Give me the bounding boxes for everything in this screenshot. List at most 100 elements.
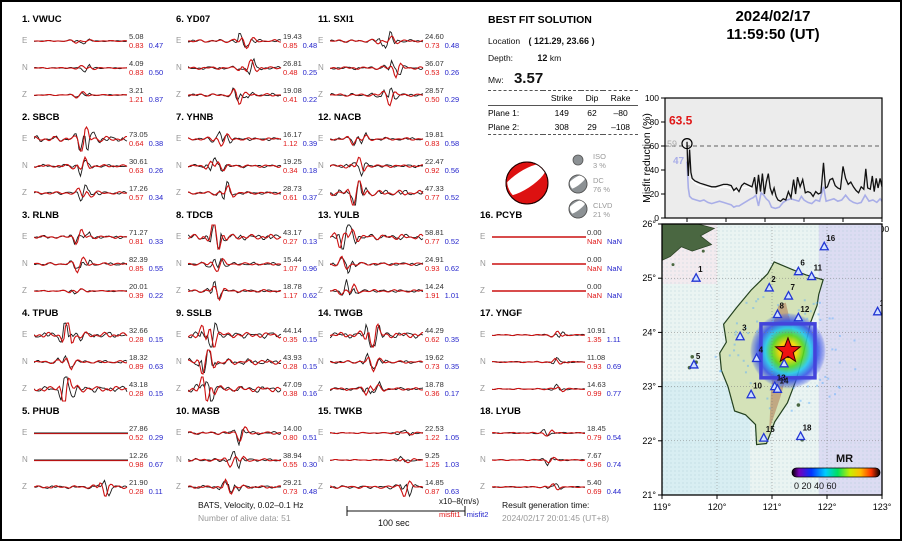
map-y-tick: 21° [642, 490, 656, 500]
station-block: 15. TWKB E 22.53 1.22 1.05 N 9.25 1.25 1.03 Z 14.8… [318, 404, 468, 502]
channel-row: N 11.08 0.93 0.69 [480, 348, 630, 375]
amplitude-value: 24.91 [425, 254, 444, 264]
misfit2-value: 0.17 [444, 388, 460, 398]
station-block: 9. SSLB E 44.14 0.35 0.15 N 43.93 0.28 0.15 Z 47.0… [176, 306, 326, 404]
misfit1-value: 0.93 [425, 263, 440, 273]
map-station-triangle [746, 388, 757, 399]
station-block: 18. LYUB E 18.45 0.79 0.54 N 7.67 0.96 0.74 Z 5.40… [480, 404, 630, 502]
amplitude-value: 47.33 [425, 183, 444, 193]
misfit2-legend: misfit2 [466, 510, 489, 519]
misfit1-value: 1.17 [283, 290, 298, 300]
channel-row: E 44.29 0.62 0.35 [318, 321, 468, 348]
waveform-trace [188, 130, 282, 147]
misfit2-value: 0.77 [606, 388, 622, 398]
misfit2-value: 0.44 [606, 486, 622, 496]
channel-label: N [176, 161, 182, 170]
misfit1-value: 0.53 [425, 67, 440, 77]
map-station-number: 12 [800, 305, 809, 314]
amplitude-value: 24.60 [425, 31, 444, 41]
best-fit-solution-panel: BEST FIT SOLUTION Location ( 121.29, 23.… [488, 14, 642, 230]
station-block: 16. PCYB E 0.00 NaN NaN N 0.00 NaN NaN Z 0.00 NaN Na… [480, 208, 630, 306]
waveform-trace [330, 224, 424, 249]
waveform-trace [34, 155, 128, 178]
amplitude-value: 20.01 [129, 281, 148, 291]
channel-values: 43.93 0.28 0.15 [283, 353, 323, 371]
map-station-triangle [806, 270, 817, 281]
misfit2-value: 0.35 [444, 361, 460, 371]
misfit2-value: 0.15 [302, 334, 318, 344]
station-block: 1. VWUC E 5.08 0.83 0.47 N 4.09 0.83 0.50 Z 3.21 1.… [22, 12, 172, 110]
misfit2-value: 0.56 [444, 165, 460, 175]
channel-row: Z 43.18 0.28 0.15 [22, 375, 172, 402]
channel-label: N [318, 259, 324, 268]
misfit1-value: 0.73 [425, 40, 440, 50]
channel-label: E [176, 428, 182, 437]
channel-row: N 82.39 0.85 0.55 [22, 250, 172, 277]
channel-values: 22.53 1.22 1.05 [425, 424, 465, 442]
misfit1-value: 0.52 [129, 432, 144, 442]
amplitude-value: 30.61 [129, 156, 148, 166]
misfit2-value: 0.52 [444, 236, 460, 246]
misfit2-value: 0.34 [148, 192, 164, 202]
map-station-triangle [795, 430, 806, 441]
station-block: 2. SBCB E 73.05 0.64 0.38 N 30.61 0.63 0.26 Z 17.2… [22, 110, 172, 208]
misfit2-value: 0.30 [302, 459, 318, 469]
channel-values: 19.81 0.83 0.58 [425, 130, 465, 148]
channel-label: Z [318, 286, 323, 295]
y-axis-title: Misfit reduction (%) [642, 113, 653, 203]
station-block: 7. YHNB E 16.17 1.12 0.39 N 19.25 0.34 0.18 Z 28.7… [176, 110, 326, 208]
best-misfit-label: 63.5 [669, 113, 693, 127]
misfit1-value: 0.62 [425, 334, 440, 344]
misfit2-value: 0.69 [606, 361, 622, 371]
waveform-trace [492, 383, 586, 392]
misfit1-value: 0.99 [587, 388, 602, 398]
map-station-triangle [735, 330, 746, 341]
waveform-trace [188, 57, 282, 75]
waveform-trace [34, 432, 128, 434]
waveform-trace [34, 255, 128, 274]
waveform-trace [34, 125, 128, 152]
event-time: 11:59:50 (UT) [726, 26, 820, 43]
station-header: 17. YNGF [480, 308, 523, 319]
map-station-number: 6 [800, 259, 805, 268]
channel-values: 36.07 0.53 0.26 [425, 59, 465, 77]
misfit1-value: 0.39 [129, 290, 144, 300]
channel-values: 14.00 0.80 0.51 [283, 424, 323, 442]
misfit2-value: 0.96 [302, 263, 318, 273]
channel-label: N [176, 455, 182, 464]
waveform-trace [188, 223, 282, 250]
waveform-trace [34, 90, 128, 99]
waveform-trace [188, 348, 282, 375]
channel-row: N 43.93 0.28 0.15 [176, 348, 326, 375]
channel-values: 9.25 1.25 1.03 [425, 451, 465, 469]
channel-label: Z [318, 482, 323, 491]
misfit2-value: 0.62 [444, 263, 460, 273]
channel-values: 47.09 0.38 0.16 [283, 380, 323, 398]
waveform-trace [188, 86, 282, 105]
misfit1-value: 0.57 [129, 192, 144, 202]
misfit2-value: 0.37 [302, 192, 318, 202]
misfit1-value: 1.35 [587, 334, 602, 344]
channel-row: N 22.47 0.92 0.56 [318, 152, 468, 179]
time-scale-bar [346, 506, 466, 516]
misfit1-value: 0.38 [283, 388, 298, 398]
channel-label: E [480, 232, 486, 241]
misfit2-value: 0.52 [444, 192, 460, 202]
map-y-tick: 26° [642, 219, 656, 229]
component-pct: 3 % [593, 161, 606, 170]
result-time-label: Result generation time: [502, 500, 590, 510]
channel-values: 43.17 0.27 0.13 [283, 228, 323, 246]
colorbar-title: MR [836, 453, 853, 465]
y-tick-label: 100 [645, 93, 659, 103]
channel-row: Z 28.57 0.50 0.29 [318, 81, 468, 108]
waveform-trace [330, 322, 424, 348]
channel-label: N [176, 63, 182, 72]
location-value: ( 121.29, 23.66 ) [528, 36, 595, 46]
amplitude-value: 14.85 [425, 477, 444, 487]
channel-values: 0.00 NaN NaN [587, 282, 627, 300]
channel-values: 71.27 0.81 0.33 [129, 228, 169, 246]
amplitude-value: 7.67 [587, 450, 602, 460]
colorbar-ticks: 0 20 40 60 [794, 481, 837, 491]
channel-row: N 36.07 0.53 0.26 [318, 54, 468, 81]
amplitude-value: 19.81 [425, 129, 444, 139]
